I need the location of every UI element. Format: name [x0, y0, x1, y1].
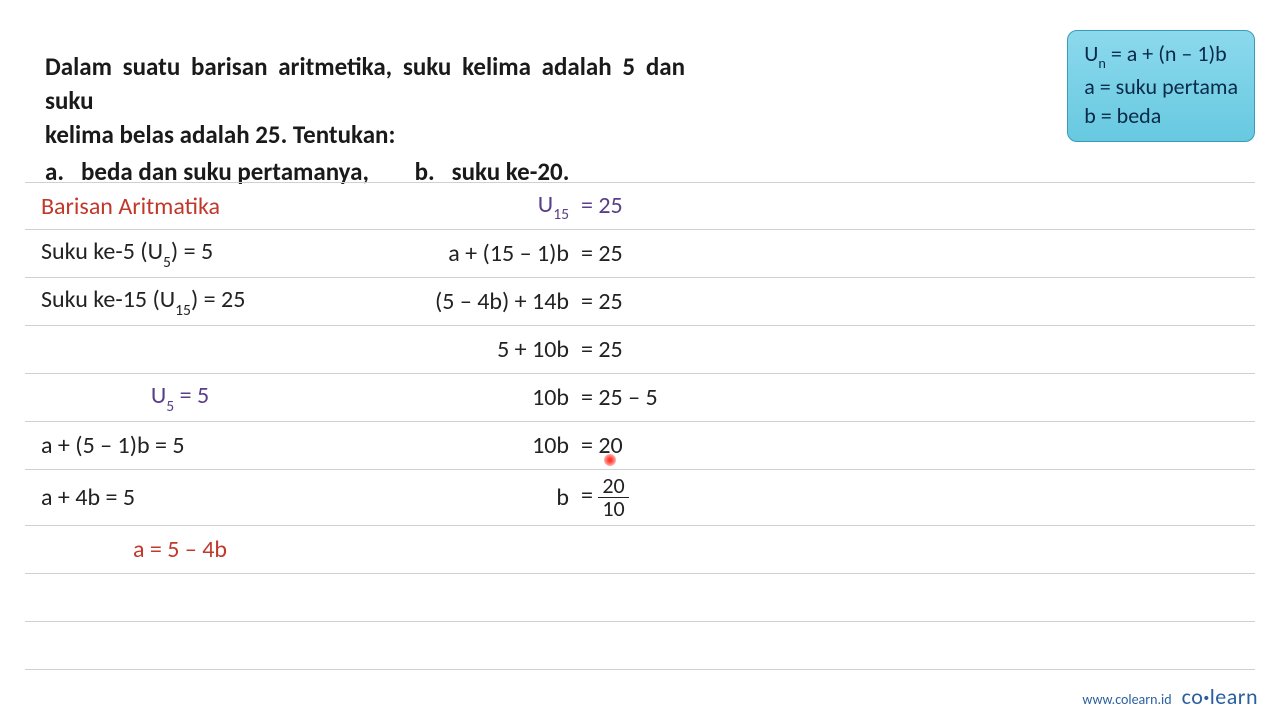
- u15-heading: U15: [335, 190, 575, 223]
- table-row: [25, 574, 1255, 622]
- table-row: Suku ke-5 (U5) = 5 a + (15 – 1)b = 25: [25, 230, 1255, 278]
- result-a: a = 5 – 4b: [25, 535, 335, 564]
- formula-line1: Un = a + (n – 1)b: [1084, 39, 1238, 72]
- table-row: a + (5 – 1)b = 5 10b = 20: [25, 422, 1255, 470]
- eq-l1-lhs: a + (5 – 1)b: [41, 431, 150, 460]
- problem-line1: Dalam suatu barisan aritmetika, suku kel…: [45, 50, 685, 118]
- eq-r1-lhs: a + (15 – 1)b: [335, 239, 575, 268]
- eq-r5-lhs: 10b: [335, 431, 575, 460]
- given-u5: Suku ke-5 (U5) = 5: [25, 237, 335, 270]
- eq-r4-lhs: 10b: [335, 383, 575, 412]
- u5-line: U5 = 5: [25, 381, 335, 414]
- table-row: U5 = 5 10b = 25 – 5: [25, 374, 1255, 422]
- formula-line2: a = suku pertama: [1084, 72, 1238, 102]
- problem-line2: kelima belas adalah 25. Tentukan:: [45, 118, 685, 152]
- eq-r3-lhs: 5 + 10b: [335, 335, 575, 364]
- table-row: a + 4b = 5 b = 2010: [25, 470, 1255, 526]
- solution-table: Barisan Aritmatika U15 = 25 Suku ke-5 (U…: [25, 182, 1255, 670]
- table-row: Suku ke-15 (U15) = 25 (5 – 4b) + 14b = 2…: [25, 278, 1255, 326]
- u15-heading-rhs: = 25: [575, 191, 623, 220]
- eq-r2-lhs: (5 – 4b) + 14b: [335, 287, 575, 316]
- formula-callout: Un = a + (n – 1)b a = suku pertama b = b…: [1067, 30, 1255, 142]
- heading-barisan: Barisan Aritmatika: [25, 192, 335, 221]
- table-row: Barisan Aritmatika U15 = 25: [25, 182, 1255, 230]
- footer-url: www.colearn.id: [1082, 691, 1171, 708]
- eq-l2-lhs: a + 4b: [41, 483, 100, 512]
- eq-r6-lhs: b: [335, 483, 575, 512]
- fraction: 2010: [598, 475, 628, 520]
- given-u15: Suku ke-15 (U15) = 25: [25, 285, 335, 318]
- table-row: 5 + 10b = 25: [25, 326, 1255, 374]
- problem-statement: Dalam suatu barisan aritmetika, suku kel…: [45, 50, 685, 189]
- brand-logo: co·learn: [1182, 683, 1258, 710]
- table-row: [25, 622, 1255, 670]
- formula-line3: b = beda: [1084, 101, 1238, 131]
- laser-pointer-icon: [604, 454, 616, 466]
- table-row: a = 5 – 4b: [25, 526, 1255, 574]
- footer: www.colearn.id co·learn: [1082, 683, 1258, 710]
